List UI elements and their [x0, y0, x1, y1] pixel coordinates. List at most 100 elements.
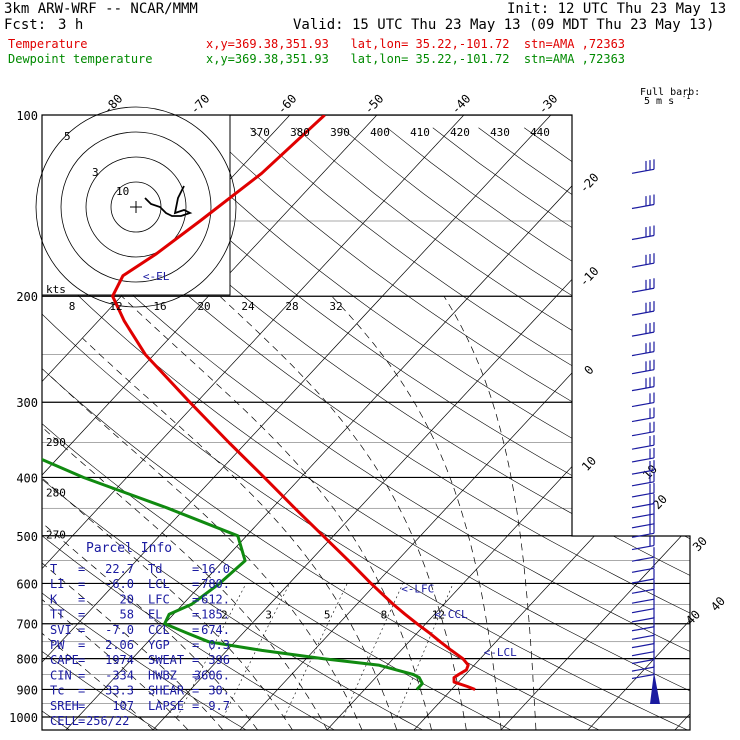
pressure-label: 800	[16, 653, 38, 667]
parcel-key: PW	[50, 638, 65, 652]
wind-barb	[631, 351, 655, 357]
dry-adiabat-line	[112, 127, 690, 730]
parcel-value: 674.	[201, 623, 230, 637]
speed-scale-label: 20	[197, 300, 210, 313]
el-marker: <-EL	[143, 270, 170, 283]
parcel-sep: =	[192, 684, 199, 698]
dry-adiabat-line	[42, 127, 690, 730]
wind-barb	[631, 310, 655, 316]
parcel-key: LI	[50, 577, 64, 591]
dewpoint-location: x,y=369.38,351.93 lat,lon= 35.22,-101.72…	[206, 52, 626, 66]
parcel-sep: =	[192, 592, 199, 606]
theta-label: 420	[450, 126, 470, 139]
parcel-info-panel: Parcel Info T = 22.7 Td = 16.0LI = -6.0 LCL = 780.…	[50, 541, 230, 728]
pressure-label: 500	[16, 530, 38, 544]
theta-label: 380	[290, 126, 310, 139]
speed-scale-value: 20	[650, 492, 670, 512]
parcel-sep: =	[78, 668, 85, 682]
parcel-key: CAPE	[50, 653, 79, 667]
parcel-sep: =	[78, 577, 85, 591]
dry-adiabat-line	[42, 127, 423, 730]
pressure-label: 100	[16, 109, 38, 123]
barb-legend-exponent: -1	[682, 93, 690, 101]
mixing-ratio-line	[284, 583, 348, 718]
wind-barb	[631, 369, 655, 375]
dry-adiabat-line	[341, 127, 690, 730]
dry-adiabat-line	[42, 127, 158, 730]
parcel-sep: =	[78, 684, 85, 698]
dry-adiabat-line	[42, 127, 688, 730]
parcel-sep: =	[78, 653, 85, 667]
isotherm-line	[326, 115, 690, 730]
forecast-label: Fcst:	[4, 17, 47, 33]
dry-adiabat-line	[478, 127, 690, 730]
dry-adiabat-line	[158, 127, 690, 730]
parcel-key: YGP	[148, 638, 170, 652]
isotherm-line	[413, 115, 690, 730]
parcel-key: SREH	[50, 699, 79, 713]
wind-barb	[631, 532, 655, 538]
wind-barb	[631, 416, 655, 423]
wind-barb	[631, 626, 655, 632]
wind-barb	[631, 567, 655, 573]
moist-adiabat-line	[42, 483, 223, 730]
parcel-value: 107	[112, 699, 134, 713]
isotherm-line	[65, 115, 639, 730]
wind-barb	[631, 523, 655, 529]
wind-barb	[631, 608, 655, 614]
isotherm-line	[239, 115, 690, 730]
dry-adiabat-line	[67, 127, 690, 730]
dry-adiabat-line	[42, 127, 246, 730]
mixing-ratio-line	[343, 583, 404, 718]
speed-scale-value: 40	[708, 594, 728, 614]
isotherm-line	[500, 115, 690, 730]
wind-barb	[631, 673, 655, 680]
parcel-value: 33.3	[105, 684, 134, 698]
dry-adiabat-line	[204, 127, 690, 730]
parcel-sep: =	[192, 653, 199, 667]
ccl-marker: <-CCL	[435, 608, 468, 621]
parcel-key: SVI	[50, 623, 72, 637]
moist-adiabat-line	[331, 295, 502, 730]
pressure-label: 400	[16, 471, 38, 485]
wind-barb	[631, 287, 655, 293]
forecast-hour: 3 h	[58, 17, 84, 33]
parcel-key: LCL	[148, 577, 170, 591]
hodograph-ring	[35, 106, 237, 308]
moist-adiabat-line	[42, 434, 293, 730]
speed-scale-label: 8	[69, 300, 76, 313]
theta-label: 390	[330, 126, 350, 139]
theta-dry-label: 280	[46, 486, 66, 499]
speed-scale-label: 16	[153, 300, 166, 313]
barb-legend-value: 5 m s	[644, 96, 674, 107]
isotherm-label: -50	[361, 92, 386, 117]
parcel-key: LAPSE	[148, 699, 184, 713]
parcel-sep: =	[78, 608, 85, 622]
hodograph-kts-label: kts	[46, 283, 66, 296]
wind-barb	[631, 386, 655, 392]
moist-adiabat-line	[82, 338, 398, 730]
pressure-label: 200	[16, 290, 38, 304]
parcel-key: SHEAR	[148, 684, 185, 698]
wind-barb	[631, 598, 655, 604]
diagram-border	[41, 114, 691, 731]
speed-scale-label: 24	[241, 300, 255, 313]
cell-label: CELL	[50, 714, 79, 728]
isotherm-line	[0, 115, 29, 730]
moist-adiabat-line	[42, 460, 258, 730]
wind-barb	[631, 481, 655, 487]
dry-adiabat-line	[387, 127, 690, 730]
parcel-key: CIN	[50, 668, 72, 682]
hodograph-ring-label: 3	[92, 166, 99, 179]
parcel-sep: =	[192, 608, 199, 622]
isotherm-label: -20	[577, 170, 602, 195]
lcl-marker: <-LCL	[484, 646, 517, 659]
diagram-frame	[41, 114, 691, 731]
isotherm-label: -30	[535, 92, 560, 117]
wind-barbs	[631, 159, 660, 704]
theta-label: 370	[250, 126, 270, 139]
parcel-key: TT	[50, 608, 64, 622]
lfc-marker: <-LFC	[401, 583, 434, 596]
wind-barb	[631, 168, 655, 174]
